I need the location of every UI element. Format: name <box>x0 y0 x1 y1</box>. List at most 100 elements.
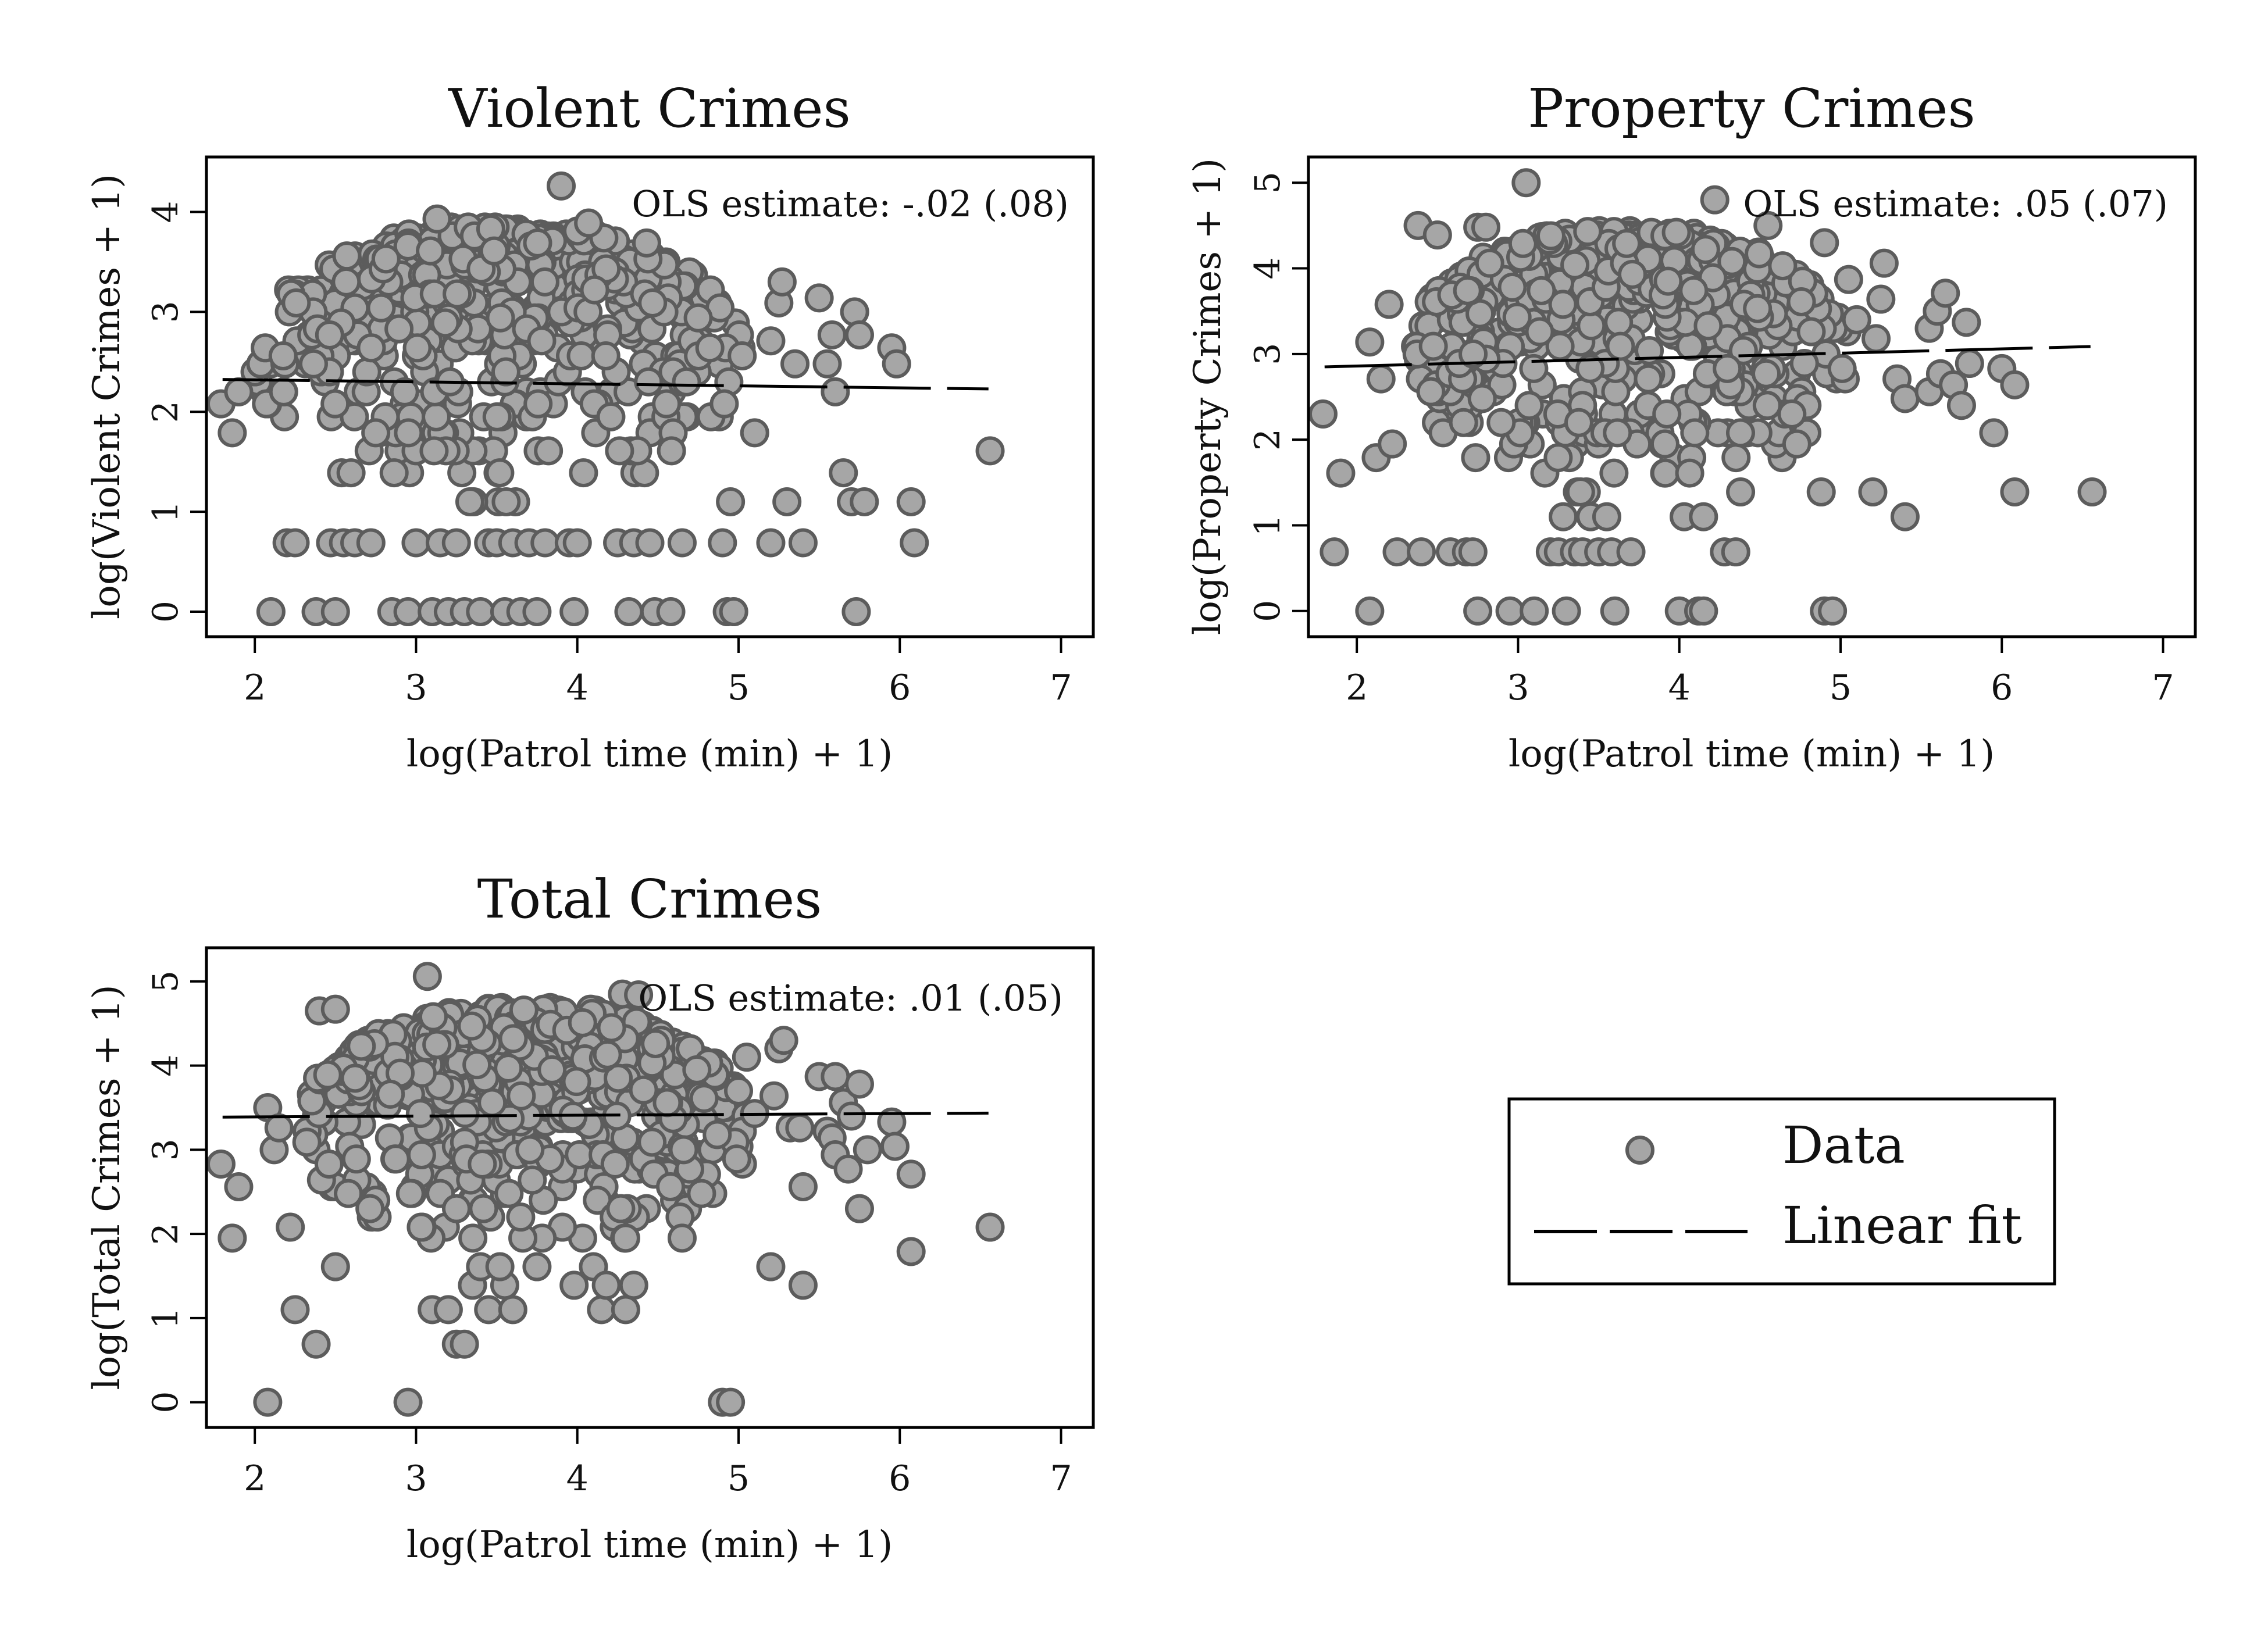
data-point <box>975 1212 1005 1242</box>
data-point <box>1782 429 1811 459</box>
data-point <box>1777 399 1807 429</box>
data-point <box>361 418 391 448</box>
data-point <box>821 1062 850 1091</box>
data-point <box>477 1088 507 1118</box>
data-point <box>695 333 725 363</box>
data-point <box>844 320 874 349</box>
data-point <box>482 402 512 431</box>
data-point <box>1463 596 1493 626</box>
data-point <box>1979 418 2009 448</box>
data-point <box>1497 272 1527 302</box>
data-point <box>657 436 686 466</box>
data-point <box>1458 537 1488 567</box>
data-point <box>356 528 386 558</box>
x-tick-label: 3 <box>405 668 427 708</box>
data-point <box>1453 276 1482 305</box>
data-point <box>1713 354 1742 383</box>
data-point <box>759 1081 789 1111</box>
data-point <box>812 349 842 379</box>
data-point <box>1467 384 1497 413</box>
data-point <box>1689 596 1718 626</box>
data-point <box>1786 287 1816 316</box>
data-point <box>366 293 396 323</box>
x-tick-label: 3 <box>1507 668 1529 708</box>
data-point <box>1726 477 1756 507</box>
panel-property-crimes: Property Crimes log(Patrol time (min) + … <box>1186 77 2197 776</box>
data-point <box>896 1159 926 1189</box>
data-point <box>530 528 560 558</box>
data-point <box>728 341 757 371</box>
panel-title: Violent Crimes <box>448 77 851 140</box>
x-tick-label: 6 <box>889 668 911 708</box>
data-point <box>450 1329 479 1359</box>
data-point <box>381 1144 411 1174</box>
data-point <box>1577 311 1606 341</box>
data-point <box>975 436 1005 466</box>
data-point <box>850 487 879 516</box>
data-point <box>672 367 701 397</box>
data-point <box>1612 229 1642 258</box>
legend: Data Linear fit <box>1507 1097 2056 1286</box>
data-point <box>1560 250 1590 280</box>
y-tick-label: 0 <box>145 601 186 623</box>
data-point <box>334 1179 363 1208</box>
data-point <box>756 1252 786 1282</box>
data-point <box>468 1149 497 1179</box>
data-point <box>702 1120 732 1150</box>
data-point <box>534 436 564 466</box>
data-point <box>393 1387 423 1417</box>
data-point <box>772 487 802 516</box>
data-point <box>393 597 423 627</box>
x-tick-label: 2 <box>244 1458 266 1499</box>
data-point <box>1721 537 1750 567</box>
data-point <box>1449 408 1478 437</box>
data-point <box>1752 359 1781 388</box>
data-point <box>1326 458 1356 488</box>
data-point <box>340 1063 370 1093</box>
data-point <box>422 402 451 431</box>
data-point <box>637 1127 667 1157</box>
y-tick-label: 0 <box>1247 600 1288 622</box>
data-point <box>1650 429 1679 459</box>
data-point <box>491 487 521 516</box>
data-point <box>1652 399 1682 429</box>
data-point <box>1680 418 1710 448</box>
data-point <box>1827 354 1857 383</box>
plot-frame <box>205 155 1095 638</box>
data-point <box>462 1050 492 1080</box>
data-point <box>474 1295 504 1325</box>
data-point <box>1527 276 1556 305</box>
data-point <box>402 333 432 363</box>
data-point <box>562 528 592 558</box>
data-point <box>1575 354 1605 383</box>
x-tick-label: 2 <box>244 668 266 708</box>
data-point <box>716 487 746 516</box>
data-point <box>1691 235 1720 265</box>
data-point <box>298 349 328 379</box>
data-point <box>785 1113 815 1143</box>
data-point <box>614 597 644 627</box>
data-point <box>376 1079 405 1109</box>
data-point <box>1514 391 1544 420</box>
data-point <box>1955 349 1984 379</box>
data-point <box>206 1149 236 1179</box>
y-tick-label: 2 <box>145 1223 186 1245</box>
data-point <box>1495 596 1525 626</box>
data-point <box>1869 248 1899 278</box>
data-point <box>1606 331 1635 361</box>
data-point <box>669 1135 698 1165</box>
x-tick-label: 7 <box>1050 1458 1072 1499</box>
data-point <box>443 279 472 309</box>
data-point <box>559 597 589 627</box>
data-point <box>574 208 604 238</box>
y-tick-label: 5 <box>1247 172 1288 194</box>
data-point <box>1810 228 1839 258</box>
data-point <box>722 1144 751 1174</box>
data-point <box>355 1194 385 1223</box>
data-point <box>268 341 298 371</box>
data-point <box>395 1179 425 1208</box>
data-point <box>280 528 310 558</box>
data-point <box>320 597 350 627</box>
panel-title: Total Crimes <box>477 868 822 930</box>
data-point <box>1511 168 1541 198</box>
